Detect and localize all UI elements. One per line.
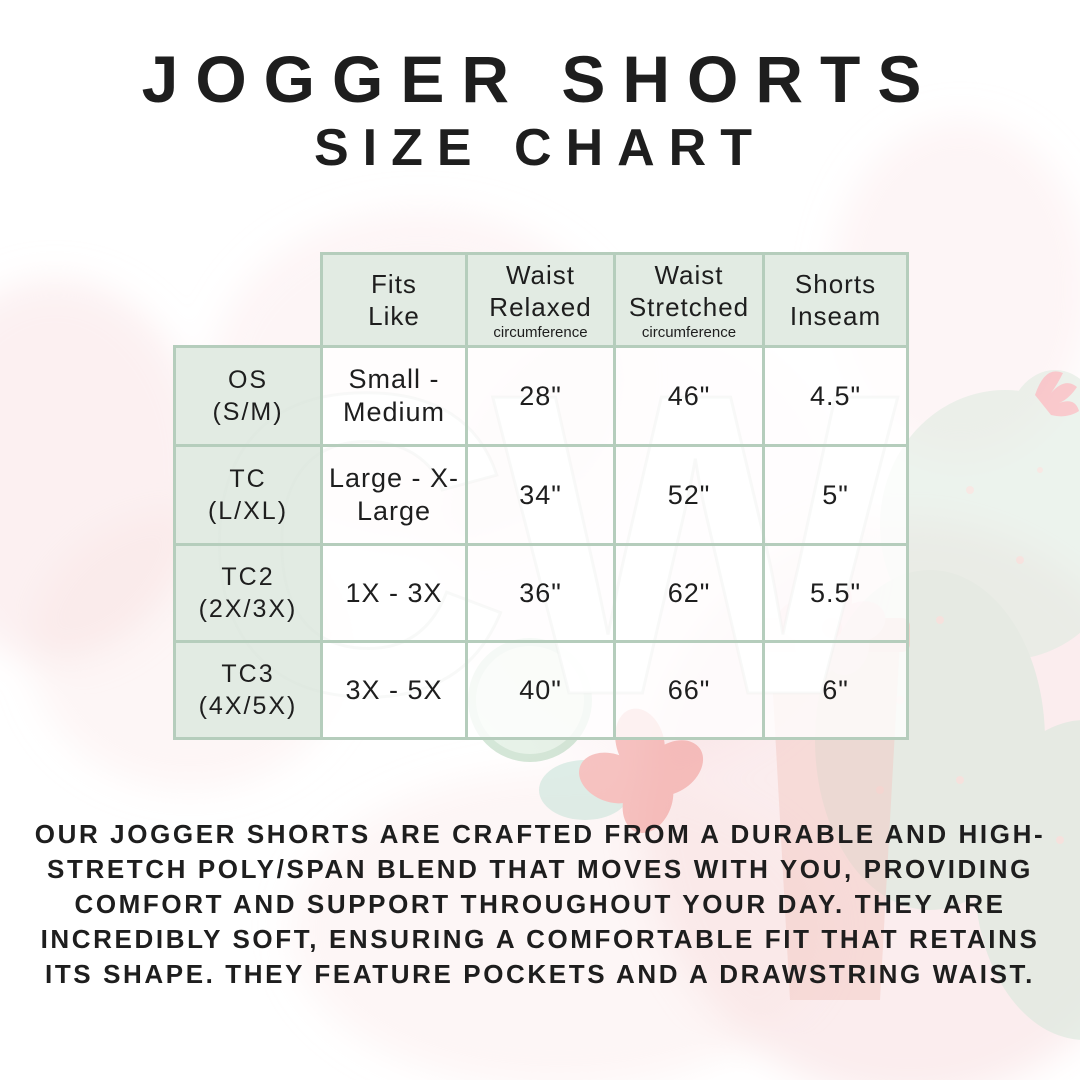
title-block: JOGGER SHORTS SIZE CHART <box>0 46 1080 174</box>
header-line: Waist <box>505 260 576 290</box>
header-line: Waist <box>654 260 724 290</box>
header-line: Like <box>368 301 420 331</box>
row-label-tc2: TC2 (2X/3X) <box>173 543 323 643</box>
fits-like-value: 1X - 3X <box>320 543 468 643</box>
waist-relaxed-value: 34" <box>465 444 616 546</box>
waist-relaxed-value: 40" <box>465 640 616 740</box>
column-header-fits-like: Fits Like <box>320 252 468 348</box>
header-line: Shorts <box>794 269 877 299</box>
column-header-shorts-inseam: Shorts Inseam <box>762 252 909 348</box>
table-row-tc2: TC2 (2X/3X) 1X - 3X 36" 62" 5.5" <box>173 543 909 643</box>
size-code: OS <box>227 366 269 394</box>
row-label-tc3: TC3 (4X/5X) <box>173 640 323 740</box>
description-line: STRETCH POLY/SPAN BLEND THAT MOVES WITH … <box>47 854 1033 884</box>
header-line: Inseam <box>789 301 882 331</box>
waist-stretched-value: 62" <box>613 543 765 643</box>
header-subline: circumference <box>493 324 588 341</box>
cactus-flower <box>1035 371 1079 417</box>
column-header-waist-relaxed: Waist Relaxed circumference <box>465 252 616 348</box>
header-line: Fits <box>371 269 417 299</box>
column-header-waist-stretched: Waist Stretched circumference <box>613 252 765 348</box>
description-line: OUR JOGGER SHORTS ARE CRAFTED FROM A DUR… <box>34 819 1046 849</box>
waist-stretched-value: 46" <box>613 345 765 447</box>
page-title: JOGGER SHORTS <box>141 42 939 116</box>
size-code: TC2 <box>221 563 275 591</box>
header-line: Relaxed <box>489 292 592 322</box>
description-line: COMFORT AND SUPPORT THROUGHOUT YOUR DAY.… <box>74 889 1006 919</box>
page-subtitle: SIZE CHART <box>314 119 766 177</box>
size-code: TC3 <box>221 660 275 688</box>
leaf-art <box>539 760 631 820</box>
shorts-inseam-value: 6" <box>762 640 909 740</box>
size-code: TC <box>229 465 267 493</box>
header-subline: circumference <box>641 324 737 341</box>
size-range: (4X/5X) <box>198 692 298 720</box>
fits-like-value: Large - X-Large <box>320 444 468 546</box>
fits-like-value: Small - Medium <box>320 345 468 447</box>
description-line: ITS SHAPE. THEY FEATURE POCKETS AND A DR… <box>45 959 1035 989</box>
row-label-tc: TC (L/XL) <box>173 444 323 546</box>
waist-relaxed-value: 36" <box>465 543 616 643</box>
description-line: INCREDIBLY SOFT, ENSURING A COMFORTABLE … <box>40 924 1040 954</box>
size-chart-table: Fits Like Waist Relaxed circumference Wa… <box>173 252 909 740</box>
table-row-os: OS (S/M) Small - Medium 28" 46" 4.5" <box>173 345 909 447</box>
size-range: (L/XL) <box>207 497 289 525</box>
shorts-inseam-value: 4.5" <box>762 345 909 447</box>
fits-like-value: 3X - 5X <box>320 640 468 740</box>
header-line: Stretched <box>628 292 750 322</box>
row-label-os: OS (S/M) <box>173 345 323 447</box>
shorts-inseam-value: 5" <box>762 444 909 546</box>
waist-stretched-value: 52" <box>613 444 765 546</box>
corner-empty-cell <box>175 254 322 347</box>
size-range: (S/M) <box>212 398 284 426</box>
waist-relaxed-value: 28" <box>465 345 616 447</box>
shorts-inseam-value: 5.5" <box>762 543 909 643</box>
header-row: Fits Like Waist Relaxed circumference Wa… <box>175 252 909 348</box>
waist-stretched-value: 66" <box>613 640 765 740</box>
size-range: (2X/3X) <box>198 595 298 623</box>
table-row-tc3: TC3 (4X/5X) 3X - 5X 40" 66" 6" <box>173 640 909 740</box>
table-row-tc: TC (L/XL) Large - X-Large 34" 52" 5" <box>173 444 909 546</box>
product-description: OUR JOGGER SHORTS ARE CRAFTED FROM A DUR… <box>30 817 1050 992</box>
